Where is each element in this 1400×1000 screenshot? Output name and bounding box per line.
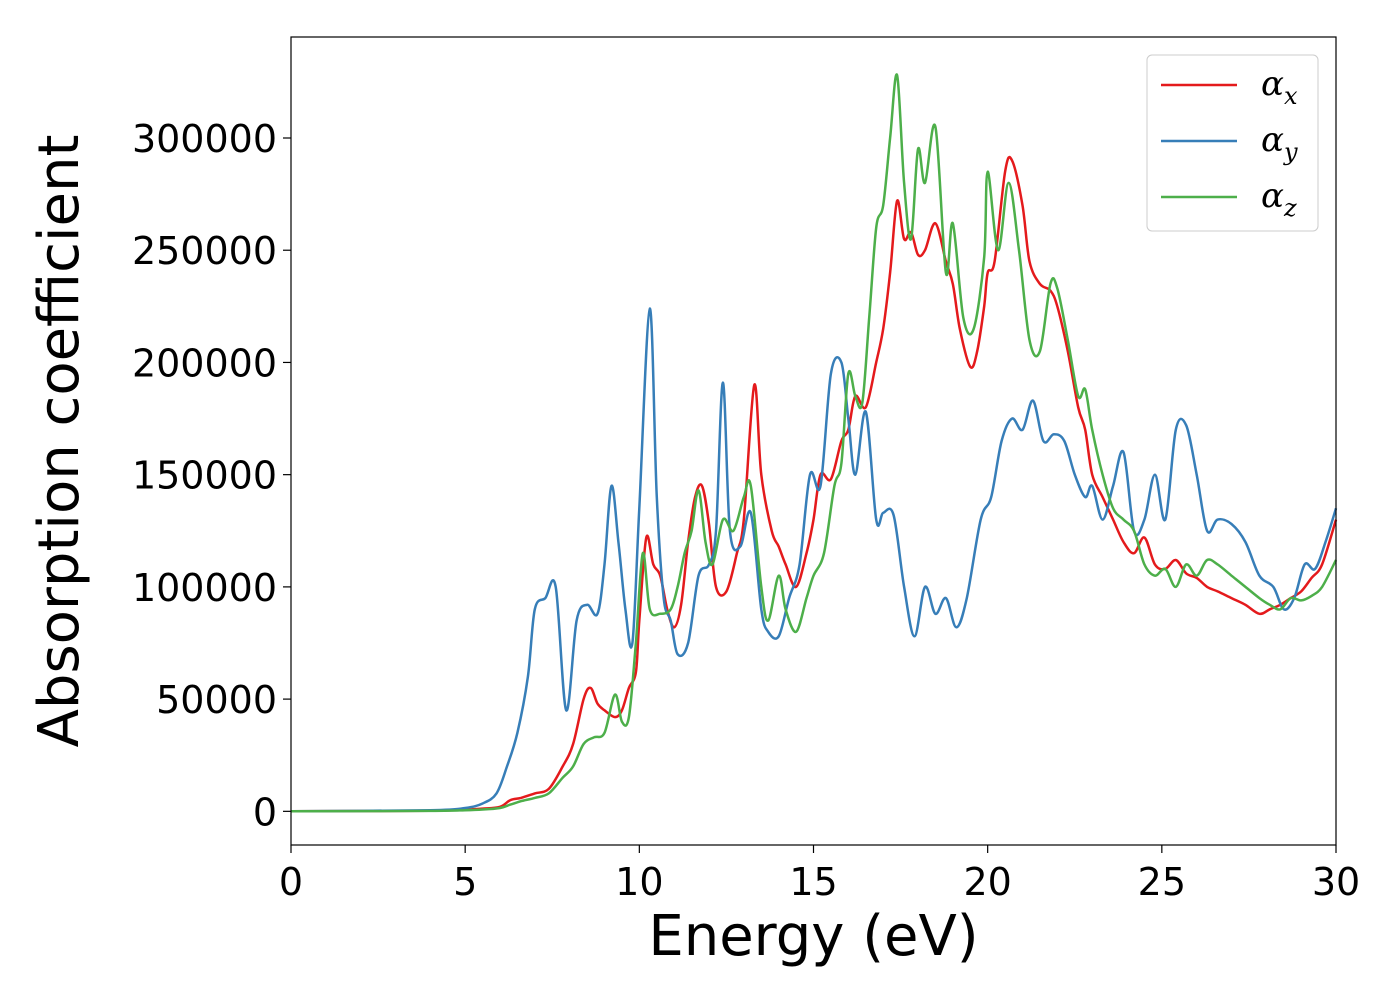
- legend-label-z: αz: [1261, 176, 1297, 222]
- y-tick-label: 150000: [132, 454, 277, 498]
- series-line-z: [290, 73, 1338, 813]
- y-tick-label: 250000: [132, 229, 277, 273]
- x-tick-label: 15: [789, 860, 837, 904]
- y-tick-label: 0: [253, 790, 277, 834]
- legend-label-y: αy: [1261, 120, 1298, 166]
- x-tick-label: 25: [1138, 860, 1186, 904]
- y-tick-label: 300000: [132, 117, 277, 161]
- legend: αx αy αz: [1146, 54, 1319, 232]
- y-axis-ticks: 0 50000 100000 150000 200000 250000 300000: [132, 117, 291, 834]
- x-tick-label: 10: [615, 860, 663, 904]
- series-layer: [290, 73, 1338, 813]
- x-axis-ticks: 0 5 10 15 20 25 30: [279, 845, 1360, 904]
- x-tick-label: 0: [279, 860, 303, 904]
- x-tick-label: 5: [453, 860, 477, 904]
- y-tick-label: 200000: [132, 341, 277, 385]
- y-tick-label: 50000: [156, 678, 277, 722]
- legend-label-x: αx: [1261, 64, 1298, 110]
- series-line-x: [290, 155, 1338, 813]
- x-tick-label: 20: [963, 860, 1011, 904]
- series-line-y: [290, 307, 1338, 813]
- y-axis-title: Absorption coefficient: [27, 135, 92, 748]
- legend-box: [1146, 54, 1319, 232]
- x-axis-title: Energy (eV): [648, 904, 978, 969]
- x-tick-label: 30: [1312, 860, 1360, 904]
- y-tick-label: 100000: [132, 566, 277, 610]
